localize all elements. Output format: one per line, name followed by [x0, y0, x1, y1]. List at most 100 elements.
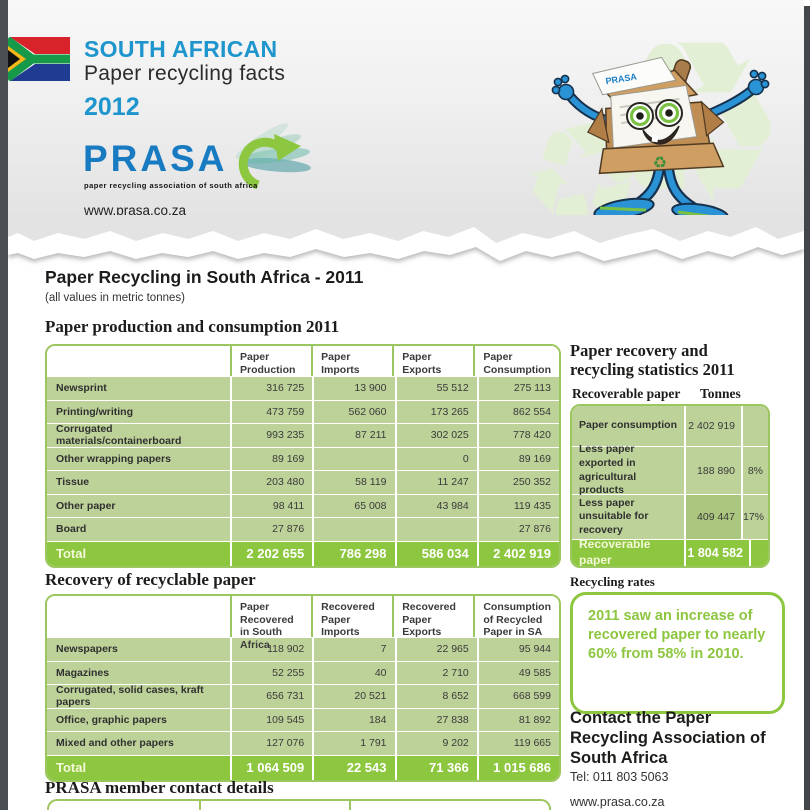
row-label: Paper consumption — [579, 419, 678, 432]
stats-title: Paper recovery and recycling statistics … — [570, 341, 735, 379]
cell: 656 731 — [230, 685, 312, 708]
cell: 473 759 — [230, 400, 312, 424]
column-header: Paper Recovered in South Africa — [230, 596, 312, 651]
viewer-left-edge — [0, 0, 8, 810]
row-label: Total — [56, 760, 87, 775]
row-label: Mixed and other papers — [56, 737, 174, 750]
row-label: Recoverable paper — [579, 537, 651, 567]
stats-col-unit: Tonnes — [700, 386, 741, 401]
cell: 17% — [741, 495, 768, 539]
table-row: Corrugated, solid cases, kraft papers 65… — [47, 684, 559, 708]
column-header: Paper Exports — [392, 346, 474, 377]
cell: 586 034 — [394, 541, 477, 566]
cell: 65 008 — [312, 494, 394, 518]
table-row: Other wrapping papers 89 169 0 89 169 — [47, 446, 559, 471]
cell: 1 791 — [312, 732, 394, 755]
cell: 786 298 — [312, 541, 394, 566]
viewer-right-edge — [804, 6, 810, 810]
cell: 173 265 — [394, 400, 477, 424]
table-total-row: Total 1 064 509 22 543 71 366 1 015 686 — [47, 754, 559, 780]
cell: 87 211 — [312, 424, 394, 447]
cell — [312, 447, 394, 471]
table-row: Paper consumption 2 402 919 — [572, 406, 768, 446]
row-label: Less paper exported in agricultural prod… — [579, 443, 637, 497]
cell — [349, 801, 549, 810]
cell: 89 169 — [476, 447, 559, 471]
cell: 127 076 — [230, 732, 312, 755]
row-label: Total — [56, 546, 87, 562]
torn-paper-edge — [8, 215, 804, 261]
cell — [312, 518, 394, 541]
brand-subtitle: Paper recycling facts — [84, 62, 286, 85]
row-label: Less paper unsuitable for recovery — [579, 496, 649, 536]
cell: 118 902 — [230, 638, 312, 661]
cell: 9 202 — [394, 732, 477, 755]
cell: 55 512 — [394, 377, 477, 400]
column-header: Paper Imports — [311, 346, 393, 377]
table-row: Newspapers 118 902 7 22 965 95 944 — [47, 637, 559, 661]
cell: 250 352 — [476, 471, 559, 494]
header-website-link[interactable]: www.prasa.co.za — [84, 203, 187, 218]
cell: 2 402 919 — [684, 406, 741, 446]
member-section-title: PRASA member contact details — [45, 778, 274, 797]
column-header: Consumption of Recycled Paper in SA — [473, 596, 559, 638]
table-row: Board 27 876 27 876 — [47, 517, 559, 541]
column-header: Paper Production — [230, 346, 312, 377]
cell: 862 554 — [476, 400, 559, 424]
table-row: Office, graphic papers 109 545 184 27 83… — [47, 707, 559, 731]
table-row: Tissue 203 480 58 119 11 247 250 352 — [47, 470, 559, 494]
cell: 2 202 655 — [230, 541, 312, 566]
stats-table: Paper consumption 2 402 919 Less paper e… — [570, 404, 770, 568]
table-row: Less paper exported in agricultural prod… — [572, 443, 768, 497]
cell: 2 710 — [394, 661, 477, 684]
row-label: Office, graphic papers — [56, 713, 167, 726]
production-table: Paper Production Paper Imports Paper Exp… — [45, 344, 561, 568]
cell: 0 — [394, 447, 477, 471]
stats-col-label: Recoverable paper — [572, 386, 681, 401]
prasa-swoosh-icon — [235, 123, 311, 190]
column-header: Recovered Paper Imports — [311, 596, 393, 638]
production-table-title: Paper production and consumption 2011 — [45, 317, 340, 336]
recovery-table-title: Recovery of recyclable paper — [45, 570, 256, 589]
column-header: Paper Consumption — [473, 346, 559, 377]
cell: 27 876 — [230, 518, 312, 541]
recycling-rates-note-box: 2011 saw an increase of recovered paper … — [570, 592, 785, 714]
cell: 52 255 — [230, 661, 312, 684]
recovery-table: Paper Recovered in South Africa Recovere… — [45, 594, 561, 782]
recycling-box-mascot: ♻ PRASA — [551, 56, 770, 224]
cell — [199, 801, 349, 810]
row-label: Board — [56, 523, 87, 536]
cell: 1 804 582 — [684, 540, 749, 566]
cell: 58 119 — [312, 471, 394, 494]
table-row: Mixed and other papers 127 076 1 791 9 2… — [47, 731, 559, 755]
table-row: Magazines 52 255 40 2 710 49 585 — [47, 660, 559, 684]
contact-title: Contact the Paper Recycling Association … — [570, 709, 766, 768]
cell — [749, 540, 768, 566]
cell: 203 480 — [230, 471, 312, 494]
row-label: Corrugated materials/containerboard — [56, 423, 182, 448]
cell: 71 366 — [394, 755, 477, 780]
svg-text:PRASA: PRASA — [605, 71, 638, 86]
cell: 2 402 919 — [476, 541, 559, 566]
recycling-rates-note: 2011 saw an increase of recovered paper … — [588, 608, 766, 663]
cell: 1 015 686 — [476, 755, 559, 780]
cell: 275 113 — [476, 377, 559, 400]
row-label: Other wrapping papers — [56, 452, 171, 465]
cell: 778 420 — [476, 424, 559, 447]
cell: 562 060 — [312, 400, 394, 424]
brand-year: 2012 — [84, 93, 140, 121]
cell: 109 545 — [230, 708, 312, 731]
cell: 49 585 — [476, 661, 559, 684]
cell — [741, 406, 768, 446]
table-total-row: Recoverable paper 1 804 582 — [572, 537, 768, 567]
table-header-row: Paper Recovered in South Africa Recovere… — [47, 596, 559, 651]
page-title: Paper Recycling in South Africa - 2011 — [45, 267, 364, 287]
cell: 98 411 — [230, 494, 312, 518]
contact-website-link[interactable]: www.prasa.co.za — [570, 795, 665, 809]
cell: 43 984 — [394, 494, 477, 518]
cell: 8 652 — [394, 685, 477, 708]
recycling-rates-title: Recycling rates — [570, 574, 655, 589]
south-africa-flag — [8, 37, 70, 81]
cell: 1 064 509 — [230, 755, 312, 780]
